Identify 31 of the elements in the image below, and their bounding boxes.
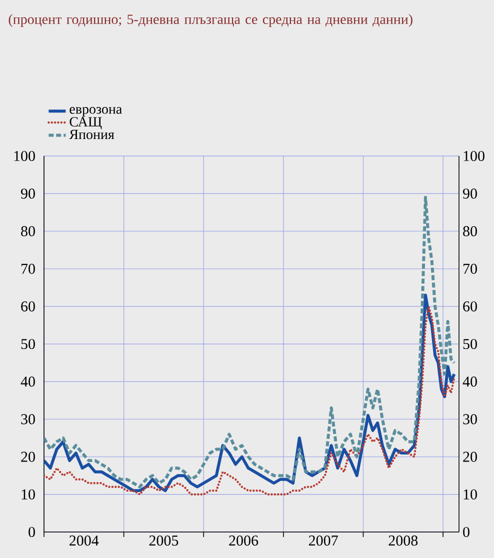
- y2-tick-label: 60: [463, 301, 477, 312]
- y-tick-label: 10: [22, 489, 35, 500]
- y-tick-label: 100: [14, 150, 35, 162]
- x-tick-label: 2004: [70, 536, 99, 546]
- y-tick-label: 40: [20, 376, 35, 387]
- y2-tick-label: 20: [463, 452, 477, 462]
- chart-title: (процент годишно; 5-дневна плъзгаща се средна на дневни данни): [8, 14, 412, 27]
- y2-tick-label: 100: [464, 150, 484, 162]
- y2-tick-label: 90: [463, 188, 477, 199]
- x-tick-label: 2005: [149, 536, 178, 546]
- y2-tick-label: 30: [463, 414, 477, 424]
- y2-tick-label: 10: [464, 489, 477, 500]
- y-tick-label: 20: [21, 452, 35, 462]
- y2-tick-label: 40: [462, 376, 477, 387]
- y2-tick-label: 0: [463, 526, 470, 538]
- y-tick-label: 30: [21, 414, 35, 424]
- legend-label: еврозона: [70, 107, 122, 117]
- y-tick-label: 80: [21, 226, 35, 236]
- x-tick-label: 2006: [229, 536, 258, 546]
- legend-label: САЩ: [70, 117, 102, 130]
- x-tick-label: 2008: [388, 536, 418, 546]
- y-tick-label: 50: [21, 338, 35, 350]
- y-tick-label: 70: [22, 264, 35, 274]
- y2-tick-label: 70: [464, 264, 477, 274]
- y-tick-label: 90: [21, 188, 35, 199]
- y2-tick-label: 50: [463, 338, 477, 350]
- y-tick-label: 0: [28, 526, 35, 538]
- y2-tick-label: 80: [463, 226, 477, 236]
- y-tick-label: 60: [21, 301, 35, 312]
- legend-label: Япония: [69, 130, 114, 140]
- x-tick-label: 2007: [308, 536, 338, 546]
